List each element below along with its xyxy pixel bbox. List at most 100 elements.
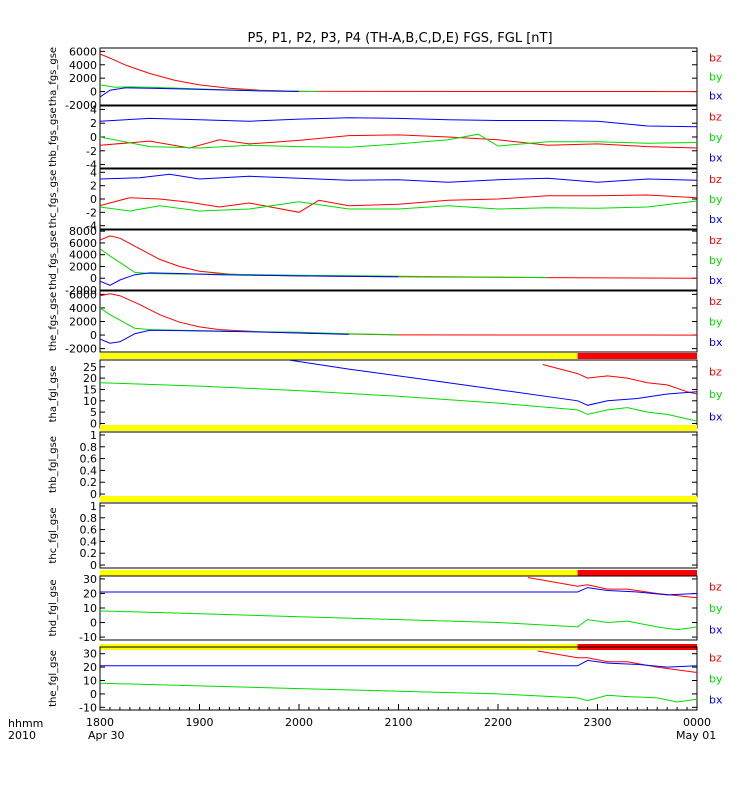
- y-tick-label: 8000: [69, 225, 97, 238]
- y-tick-label: 0.6: [80, 453, 98, 466]
- series-line-bx: [100, 587, 697, 596]
- series-line-bz: [100, 53, 697, 93]
- y-tick-label: 0: [90, 86, 97, 99]
- legend-bx: bx: [709, 694, 723, 707]
- series-line-bz: [100, 134, 697, 149]
- y-axis-label: the_fgs_gse: [48, 292, 59, 351]
- y-tick-label: 0: [90, 272, 97, 285]
- y-axis-label: the_fgl_gse: [48, 650, 59, 707]
- panel-frame: [99, 431, 698, 498]
- legend-bz: bz: [709, 652, 722, 665]
- series-line-bx: [100, 659, 697, 668]
- y-tick-label: 2: [90, 180, 97, 193]
- panel-frame: [99, 646, 698, 711]
- legend-bx: bx: [709, 411, 723, 424]
- legend-bz: bz: [709, 365, 722, 378]
- flag-bar-segment: [100, 353, 578, 359]
- footer-hhmm: hhmm: [8, 717, 43, 730]
- series-line-by: [100, 682, 697, 703]
- x-tick-label: 1800: [86, 716, 114, 729]
- y-tick-label: 5: [90, 406, 97, 419]
- panel-thb_fgl_gse: 10.80.60.40.20 thb_fgl_gse: [48, 425, 698, 501]
- y-tick-label: 10: [83, 602, 97, 615]
- y-tick-label: 0: [90, 131, 97, 144]
- legend-bz: bz: [709, 110, 722, 123]
- y-axis-label: thb_fgs_gse: [48, 107, 59, 166]
- legend-bx: bx: [709, 213, 723, 226]
- x-axis: 1800 1900 2000 2100 2200 2300 0000: [86, 704, 711, 729]
- flag-bar-segment: [577, 353, 697, 359]
- y-tick-label: -10: [79, 631, 97, 644]
- y-axis-label: thd_fgs_gse: [48, 230, 59, 289]
- y-tick-label: 0: [90, 193, 97, 206]
- y-tick-label: 30: [83, 573, 97, 586]
- panel-frame: [99, 502, 698, 569]
- y-tick-label: 4000: [69, 59, 97, 72]
- y-tick-label: 0.6: [80, 524, 98, 537]
- legend-by: by: [709, 193, 723, 206]
- panel-frame: [99, 359, 698, 429]
- legend-by: by: [709, 71, 723, 84]
- legend-by: by: [709, 254, 723, 267]
- chart-title: P5, P1, P2, P3, P4 (TH-A,B,C,D,E) FGS, F…: [247, 31, 552, 46]
- y-tick-label: 2000: [69, 316, 97, 329]
- y-tick-label: -2000: [65, 284, 97, 297]
- y-axis-label: tha_fgs_gse: [48, 47, 59, 106]
- y-tick-label: 1: [90, 429, 97, 442]
- series-line-bx: [100, 117, 697, 128]
- y-tick-label: 0.4: [80, 535, 98, 548]
- series-line-bx: [285, 360, 697, 406]
- y-tick-label: 2000: [69, 72, 97, 85]
- y-tick-label: -4: [86, 159, 97, 172]
- y-tick-label: 0.4: [80, 464, 98, 477]
- y-tick-label: 0: [90, 688, 97, 701]
- footer-end-date: May 01: [676, 729, 716, 742]
- y-tick-label: 20: [83, 587, 97, 600]
- y-axis-label: thd_fgl_gse: [48, 580, 59, 637]
- y-tick-label: 4: [90, 166, 97, 179]
- series-line-bx: [100, 87, 300, 98]
- x-tick-label: 2100: [385, 716, 413, 729]
- series-line-bx: [100, 329, 349, 344]
- y-tick-label: 0.8: [80, 441, 98, 454]
- flag-bar-segment: [100, 496, 697, 502]
- panel-frame: [99, 575, 698, 641]
- y-tick-label: -2000: [65, 343, 97, 356]
- panel-frame: [99, 229, 698, 291]
- series-line-bz: [100, 293, 697, 336]
- legend-bx: bx: [709, 623, 723, 636]
- legend-by: by: [709, 673, 723, 686]
- y-tick-label: 2000: [69, 260, 97, 273]
- flag-bar-segment: [100, 570, 578, 576]
- panel-frame: [99, 290, 698, 353]
- y-tick-label: 0.2: [80, 547, 98, 560]
- legend-by: by: [709, 316, 723, 329]
- series-line-bx: [100, 173, 697, 183]
- y-tick-label: 30: [83, 648, 97, 661]
- legend-by: by: [709, 388, 723, 401]
- y-tick-label: -2000: [65, 99, 97, 112]
- panel-frame: [99, 168, 698, 230]
- y-tick-label: 6000: [69, 288, 97, 301]
- legend-bx: bx: [709, 274, 723, 287]
- y-tick-label: -2: [86, 145, 97, 158]
- x-tick-label: 0000: [683, 716, 711, 729]
- y-tick-label: 0.2: [80, 476, 98, 489]
- y-tick-label: 4000: [69, 249, 97, 262]
- series-line-by: [100, 610, 697, 631]
- y-tick-label: 4000: [69, 302, 97, 315]
- y-tick-label: 10: [83, 395, 97, 408]
- series-line-bz: [542, 364, 697, 395]
- panel-thb_fgs_gse: 420-2-4 thb_fgs_gse bz by bx: [48, 103, 723, 171]
- y-tick-label: 20: [83, 661, 97, 674]
- y-tick-label: 0: [90, 329, 97, 342]
- legend-bx: bx: [709, 336, 723, 349]
- footer-year: 2010: [8, 729, 36, 742]
- y-tick-label: 25: [83, 361, 97, 374]
- legend-bz: bz: [709, 581, 722, 594]
